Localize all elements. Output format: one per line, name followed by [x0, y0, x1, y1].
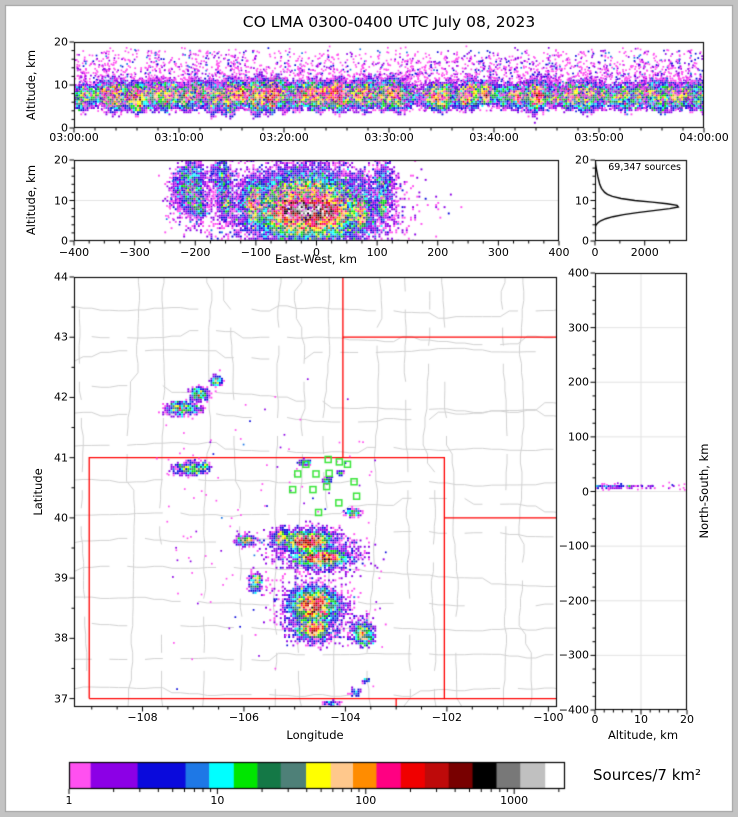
plot-canvas	[0, 0, 738, 817]
lma-figure: CO LMA 0300-0400 UTC July 08, 2023 Altit…	[0, 0, 738, 817]
